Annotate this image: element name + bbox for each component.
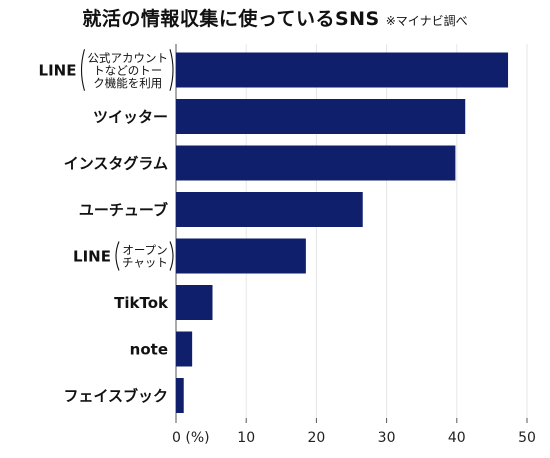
bar (176, 238, 306, 274)
x-tick-label: 20 (307, 430, 325, 446)
paren-close (169, 241, 174, 271)
source-note: ※マイナビ調べ (385, 14, 468, 28)
category-label: TikTok (114, 294, 169, 312)
category-label: LINE (73, 248, 111, 266)
x-tick-label: 30 (378, 430, 396, 446)
x-tick-label: 0 (%) (172, 430, 210, 446)
category-label: LINE (39, 62, 77, 80)
bar (176, 378, 184, 413)
paren-close (169, 49, 174, 91)
bar (176, 285, 213, 320)
category-sublabel: オープン (122, 243, 167, 257)
bar (176, 99, 466, 134)
category-label: ユーチューブ (79, 201, 168, 219)
category-label: インスタグラム (64, 155, 168, 173)
category-sublabel: 公式アカウント (88, 51, 169, 65)
bar (176, 145, 456, 181)
chart-title: 就活の情報収集に使っているSNS (82, 8, 380, 30)
paren-open (80, 49, 86, 91)
bar (176, 331, 193, 367)
chart-title-row: 就活の情報収集に使っているSNS ※マイナビ調べ (0, 4, 550, 31)
category-label: フェイスブック (63, 387, 168, 405)
category-sublabel: チャット (122, 256, 168, 270)
category-sublabel: トなどのトー (93, 63, 162, 77)
paren-open (115, 241, 120, 271)
bar (176, 192, 363, 227)
category-label: ツイッター (93, 108, 168, 126)
x-tick-label: 10 (237, 430, 255, 446)
bar (176, 52, 509, 88)
category-label: note (130, 341, 168, 359)
x-tick-label: 40 (448, 430, 466, 446)
category-sublabel: ク機能を利用 (93, 76, 162, 90)
x-tick-label: 50 (518, 430, 536, 446)
